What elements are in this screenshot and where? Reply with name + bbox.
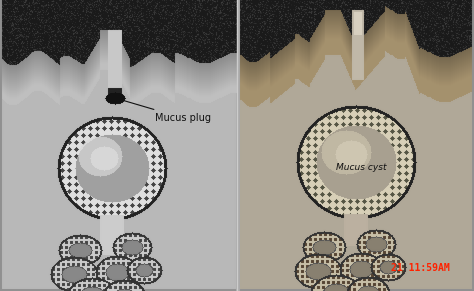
Text: Mucus cyst: Mucus cyst bbox=[336, 162, 386, 171]
Text: Mucus plug: Mucus plug bbox=[118, 99, 211, 123]
Text: 21 11:59AM: 21 11:59AM bbox=[391, 263, 449, 273]
